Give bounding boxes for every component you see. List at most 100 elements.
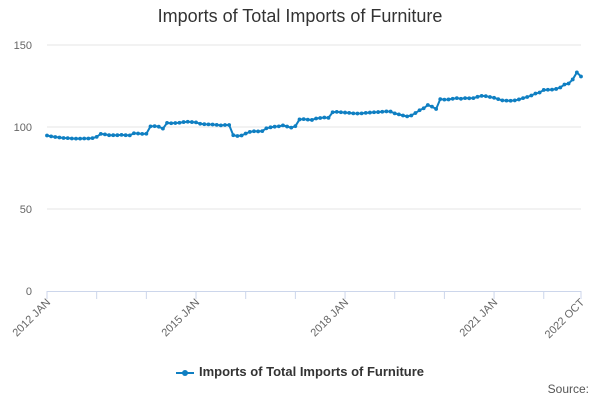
data-point — [285, 124, 289, 129]
data-point — [61, 136, 66, 140]
data-point — [293, 124, 298, 129]
data-point — [550, 87, 554, 92]
data-point — [144, 131, 149, 136]
data-point — [169, 121, 174, 126]
legend-line-marker-icon — [175, 368, 194, 378]
data-point — [252, 129, 256, 134]
data-point — [533, 91, 538, 96]
data-point — [326, 115, 331, 120]
data-point — [98, 131, 103, 136]
y-tick-label: 100 — [14, 122, 32, 134]
data-point — [562, 82, 567, 87]
data-point — [355, 111, 360, 116]
data-point — [380, 109, 385, 114]
data-point — [223, 123, 227, 127]
data-point — [541, 88, 546, 92]
data-point — [483, 94, 488, 99]
data-point — [69, 136, 74, 141]
data-point — [512, 98, 517, 103]
data-point — [107, 133, 111, 138]
data-point — [475, 94, 480, 99]
data-point — [136, 131, 140, 136]
data-point — [492, 95, 496, 100]
x-tick-label: 2012 JAN — [10, 297, 53, 340]
data-point — [301, 117, 306, 122]
data-point — [438, 97, 443, 102]
data-point — [388, 109, 393, 114]
data-point — [123, 133, 128, 138]
data-point — [272, 124, 277, 129]
data-point — [446, 97, 451, 102]
data-point — [372, 110, 376, 115]
data-point — [417, 108, 422, 113]
data-point — [289, 125, 294, 130]
data-point — [148, 124, 153, 129]
data-point — [45, 133, 49, 138]
data-point — [181, 120, 186, 124]
data-point — [579, 74, 583, 79]
data-point — [49, 134, 54, 139]
data-point — [430, 104, 434, 109]
data-point — [488, 95, 492, 99]
data-point — [434, 107, 439, 111]
series-line — [46, 71, 582, 140]
data-point — [239, 133, 244, 138]
data-point — [57, 135, 62, 140]
data-point — [310, 118, 314, 122]
data-point — [467, 96, 472, 101]
data-point — [276, 124, 281, 129]
data-point — [132, 131, 136, 136]
data-point — [189, 120, 194, 124]
data-point — [396, 112, 401, 117]
source-label: Source: — [547, 382, 589, 396]
data-point — [198, 121, 203, 126]
data-point — [459, 96, 463, 101]
data-point — [202, 122, 207, 127]
data-point — [405, 114, 410, 119]
data-point — [206, 122, 211, 127]
legend[interactable]: Imports of Total Imports of Furniture — [0, 364, 600, 379]
data-point — [409, 113, 414, 118]
data-point — [558, 85, 563, 90]
data-point — [318, 116, 323, 120]
data-point — [78, 136, 83, 141]
data-point — [517, 97, 521, 102]
data-point — [235, 134, 240, 138]
data-point — [525, 95, 530, 99]
data-point — [86, 136, 91, 141]
data-point — [218, 123, 223, 128]
data-point — [537, 90, 542, 95]
data-point — [210, 122, 215, 127]
data-point — [401, 113, 405, 118]
data-point — [65, 136, 70, 141]
data-point — [330, 110, 335, 115]
data-point — [140, 131, 145, 136]
data-point — [103, 132, 107, 137]
data-point — [413, 111, 418, 115]
data-point — [500, 98, 505, 103]
data-point — [281, 123, 285, 128]
data-point — [111, 133, 116, 138]
data-point — [152, 124, 157, 129]
data-point — [185, 119, 190, 124]
data-point — [508, 98, 513, 103]
data-point — [260, 129, 265, 134]
data-point — [574, 70, 579, 75]
data-point — [264, 126, 269, 131]
legend-label: Imports of Total Imports of Furniture — [198, 364, 425, 379]
data-point — [165, 121, 169, 125]
data-point — [392, 111, 397, 116]
y-tick-label: 50 — [20, 204, 32, 216]
data-point — [363, 111, 368, 115]
data-point — [227, 123, 232, 127]
data-point — [570, 77, 575, 82]
data-point — [504, 98, 509, 103]
data-point — [351, 111, 356, 116]
data-point — [479, 93, 484, 98]
data-point — [231, 133, 236, 138]
data-point — [384, 109, 389, 114]
data-point — [53, 135, 58, 139]
data-point — [334, 110, 339, 114]
data-point — [554, 87, 559, 91]
data-point — [496, 97, 501, 102]
